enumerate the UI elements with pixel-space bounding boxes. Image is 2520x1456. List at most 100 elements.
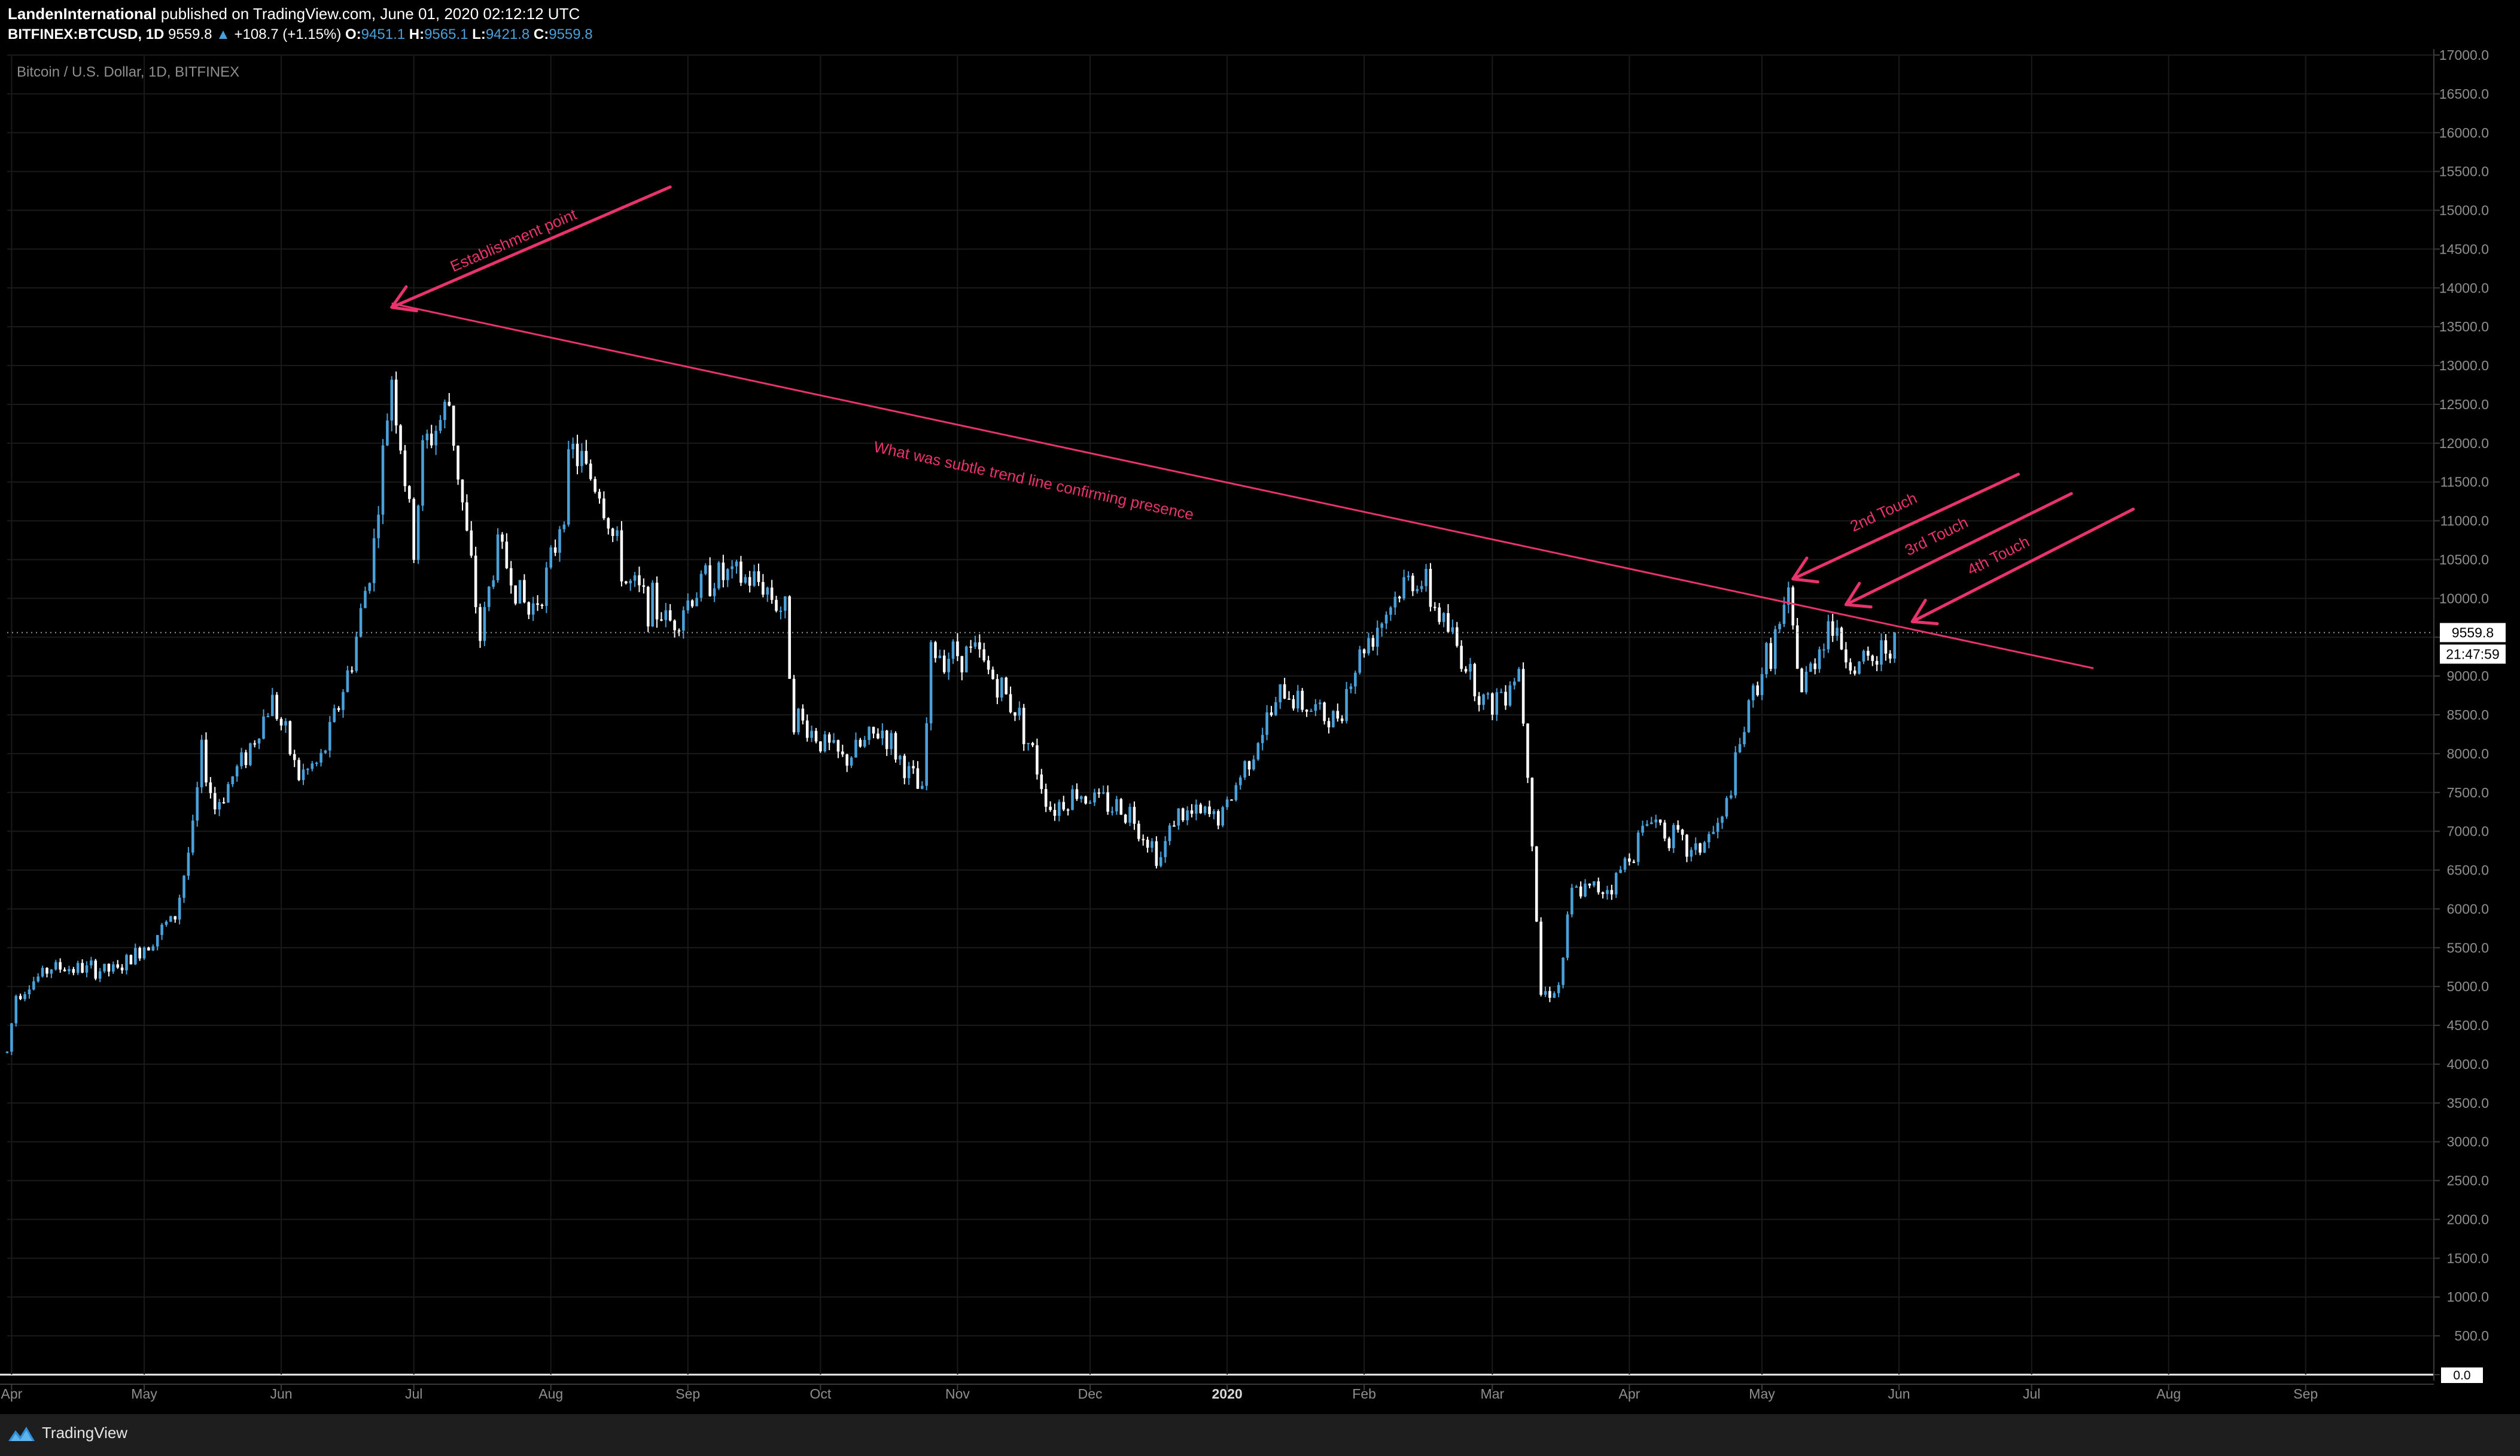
candle-body [991,669,994,680]
candle-body [1296,690,1299,709]
candle-body [1274,702,1277,715]
candle-body [1469,663,1472,672]
candle-body [1238,777,1242,785]
publish-info: LandenInternational published on Trading… [8,5,580,23]
candle-body [1168,825,1171,842]
candle-body [907,766,911,778]
open-label: O: [345,26,361,42]
annotation-label: What was subtle trend line confirming pr… [872,437,1195,523]
candle-body [1809,663,1812,672]
candle-body [425,433,429,440]
candle-body [288,721,292,754]
candle-body [1053,809,1057,816]
candle-body [1504,692,1507,706]
candle-body [1579,886,1582,897]
candle-body [266,716,270,718]
candle-body [14,995,18,1024]
price-tick-label: 3000.0 [2447,1134,2489,1150]
candle-body [1256,743,1260,760]
candle-body [1455,627,1459,646]
candle-body [845,754,849,766]
candle-body [748,577,751,586]
candle-body [36,976,40,982]
candle-body [151,946,155,951]
candle-body [23,994,26,1000]
candle-body [1584,884,1587,897]
candle-body [209,782,212,793]
candle-body [1708,834,1711,843]
candle-body [779,610,783,612]
candle-body [531,603,535,615]
candle-body [894,733,897,760]
candle-body [646,586,650,627]
price-tick-label: 9000.0 [2447,668,2489,684]
candle-body [1416,589,1419,592]
candle-body [1407,575,1410,577]
candle-body [1539,921,1542,995]
candle-body [1734,752,1737,796]
candle-body [1151,841,1154,848]
candle-body [1712,831,1715,834]
candle-body [297,760,300,780]
candle-body [253,743,257,745]
time-tick-label: Aug [538,1386,563,1402]
candle-body [514,585,517,604]
up-triangle-icon: ▲ [216,26,230,42]
time-tick-label: Sep [2293,1386,2318,1402]
candle-body [1818,649,1821,669]
candle-body [1800,668,1803,693]
annotation-label: 4th Touch [1964,532,2032,579]
candle-body [1760,674,1764,695]
candle-body [19,995,22,1000]
candle-body [302,769,305,780]
candle-body [801,708,805,721]
candle-body [1340,718,1344,721]
price-tick-label: 15500.0 [2439,164,2489,179]
candle-body [328,721,331,751]
price-tick-label: 12500.0 [2439,397,2489,412]
candle-body [112,964,115,972]
candle-body [1110,811,1114,813]
candle-body [474,555,477,607]
candle-body [682,610,685,631]
candle-body [227,784,230,803]
price-tick-label: 10000.0 [2439,590,2489,606]
candle-body [1327,721,1331,727]
candle-body [1840,628,1843,650]
price-tick-label: 5000.0 [2447,979,2489,994]
candle-body [1875,660,1879,665]
time-tick-label: Feb [1352,1386,1376,1402]
annotation-arrow-head [1791,556,1819,584]
candle-body [903,756,906,778]
candle-body [284,721,287,726]
candle-body [1429,569,1432,607]
candle-body [1544,991,1547,995]
symbol-label[interactable]: BITFINEX:BTCUSD, 1D [8,26,165,42]
candle-body [695,598,698,607]
candle-body [231,776,235,784]
price-chart[interactable]: Bitcoin / U.S. Dollar, 1D, BITFINEX Esta… [0,0,2520,1414]
candle-body [196,787,199,821]
price-tick-label: 11500.0 [2440,474,2489,490]
candle-body [805,720,809,738]
annotation-arrow-shaft [390,185,672,309]
tradingview-logo[interactable]: TradingView [7,1424,127,1442]
candle-body [1367,638,1370,654]
candle-body [28,989,31,995]
candle-body [1725,798,1728,817]
candle-body [448,401,451,406]
candle-body [386,420,389,446]
candle-body [509,568,513,586]
candle-body [1384,614,1388,624]
candle-body [810,730,813,738]
price-axis[interactable]: 500.0 1000.0 1500.0 2000.0 2500.0 3000.0 3500.… [2433,47,2520,1389]
time-tick-label: Jul [2023,1386,2040,1402]
author-name[interactable]: LandenInternational [8,5,157,23]
candle-body [1676,825,1679,830]
candle-body [465,502,468,531]
time-axis[interactable]: Apr May Jun Jul Aug Sep Oct Nov Dec 2020 Feb Mar Apr… [0,1384,2434,1402]
candle-body [293,754,296,760]
candle-body [987,660,990,670]
candle-body [660,619,663,621]
candle-body [1632,861,1636,863]
